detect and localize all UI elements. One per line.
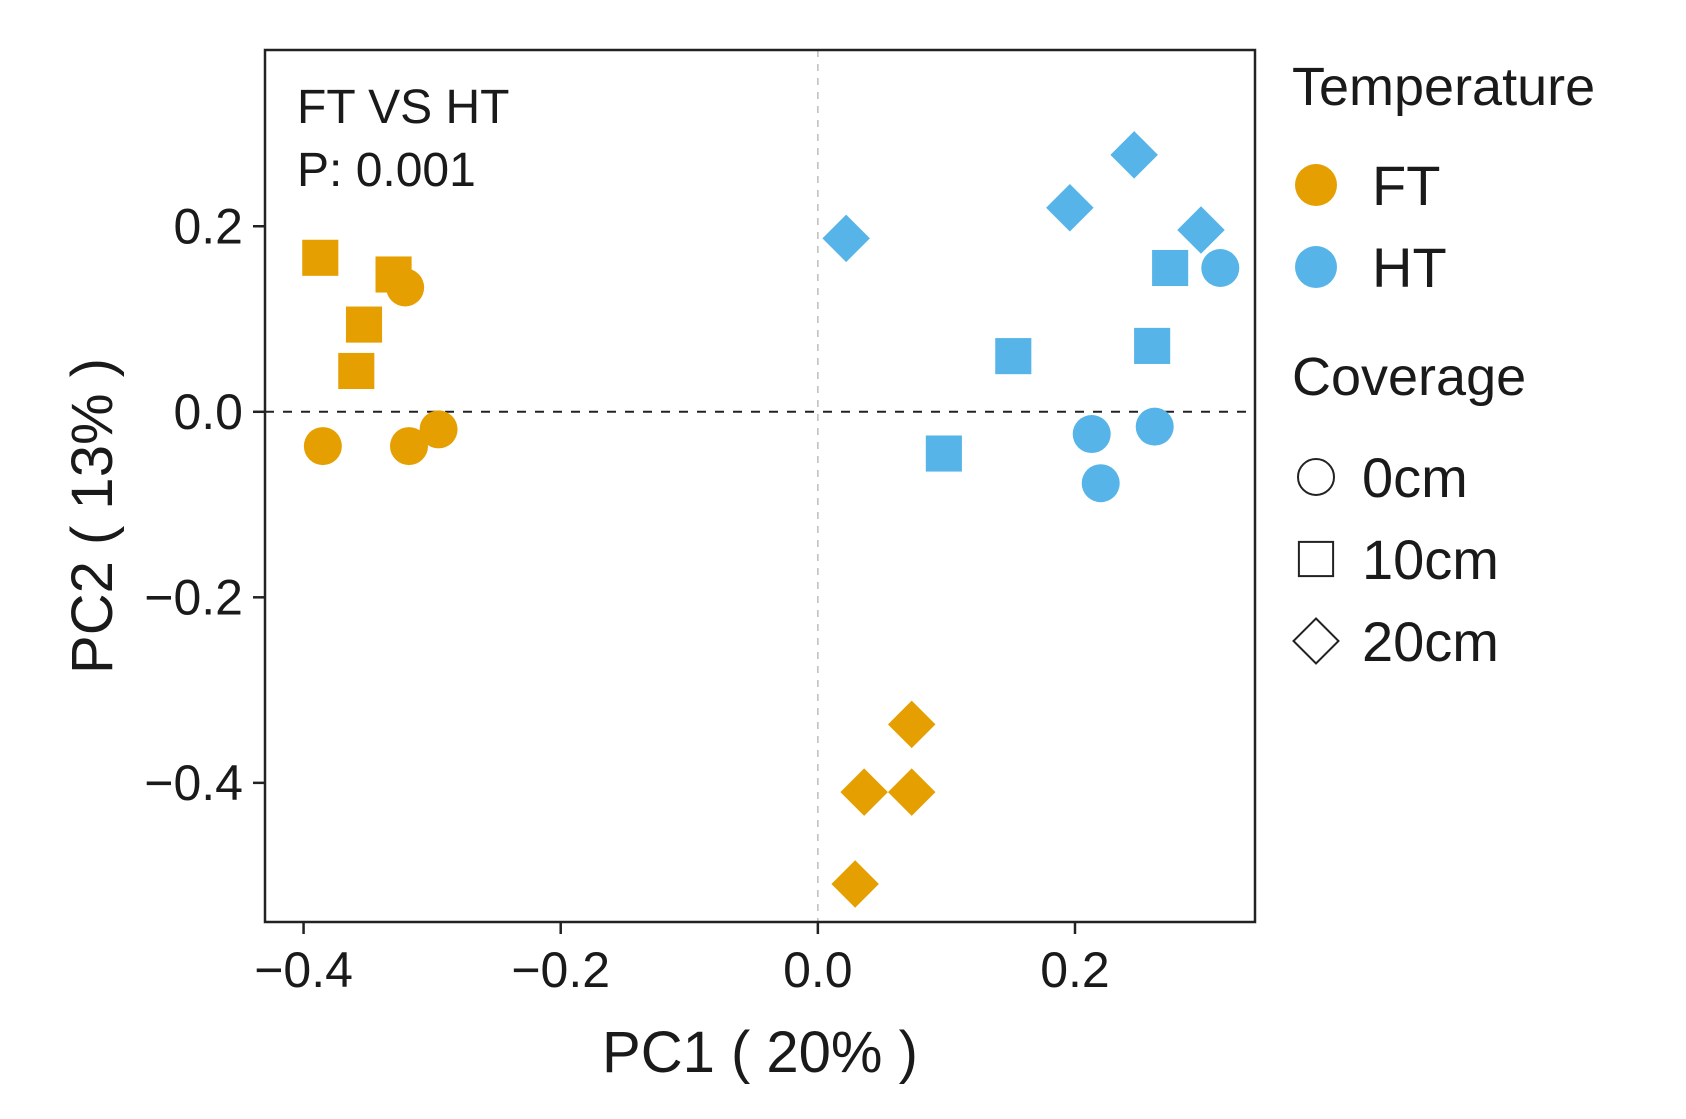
plot-area: −0.4 −0.2 0.0 0.2 −0.4 −0.2 0.0 0.2	[144, 48, 1257, 998]
x-tick-label: 0.2	[1040, 942, 1110, 998]
data-point-ft-0cm-7	[419, 410, 458, 449]
legend-label-0cm: 0cm	[1362, 446, 1468, 509]
data-point-ht-20cm-3	[1177, 206, 1225, 254]
x-tick-label: −0.2	[511, 942, 610, 998]
data-point-ht-20cm-0	[822, 214, 870, 263]
y-tick-label: 0.0	[173, 384, 243, 440]
x-axis-title: PC1 ( 20% )	[602, 1020, 918, 1085]
data-point-ft-0cm-4	[386, 268, 425, 307]
annotation-p-value: P: 0.001	[297, 144, 476, 197]
data-point-ft-10cm-3	[338, 352, 375, 390]
legend-key-20cm	[1292, 617, 1340, 665]
x-tick-label: 0.0	[783, 942, 853, 998]
data-point-ft-20cm-9	[840, 768, 888, 816]
data-point-ht-10cm-5	[995, 338, 1032, 375]
legend: FT HT 0cm 10cm 20cm	[1292, 154, 1499, 673]
data-point-ft-20cm-11	[831, 860, 879, 908]
data-point-ht-10cm-4	[1152, 249, 1189, 287]
legend-key-ht	[1295, 246, 1337, 288]
legend-title-coverage: Coverage	[1292, 347, 1526, 407]
data-point-ht-10cm-6	[1134, 327, 1171, 364]
legend-key-10cm	[1297, 540, 1335, 578]
data-point-ft-20cm-8	[887, 700, 936, 749]
legend-label-ft: FT	[1372, 154, 1440, 217]
y-axis-title: PC2 ( 13% )	[60, 358, 125, 674]
data-point-ft-0cm-6	[390, 427, 428, 466]
data-point-ht-20cm-1	[1046, 183, 1094, 232]
data-point-ft-10cm-2	[345, 306, 383, 343]
data-point-ft-0cm-5	[303, 427, 342, 466]
legend-label-10cm: 10cm	[1362, 528, 1499, 591]
data-point-ht-20cm-2	[1110, 131, 1158, 179]
data-point-ht-0cm-8	[1201, 249, 1240, 287]
data-point-ht-0cm-9	[1072, 415, 1111, 454]
plot-frame	[263, 48, 1257, 924]
legend-title-temperature: Temperature	[1292, 57, 1595, 117]
legend-label-20cm: 20cm	[1362, 610, 1499, 673]
legend-key-ft	[1295, 164, 1337, 206]
y-tick-label: 0.2	[173, 198, 243, 254]
legend-label-ht: HT	[1372, 236, 1447, 299]
data-point-ft-10cm-0	[302, 239, 339, 276]
annotation-comparison: FT VS HT	[297, 81, 509, 134]
data-point-ht-0cm-11	[1081, 464, 1120, 503]
y-tick-label: −0.4	[144, 755, 243, 811]
x-tick-label: −0.4	[254, 942, 353, 998]
data-point-ht-0cm-10	[1135, 407, 1174, 446]
data-point-ft-20cm-10	[887, 768, 936, 816]
legend-key-0cm	[1297, 458, 1335, 496]
data-point-ht-10cm-7	[925, 435, 962, 472]
y-tick-label: −0.2	[144, 569, 243, 625]
